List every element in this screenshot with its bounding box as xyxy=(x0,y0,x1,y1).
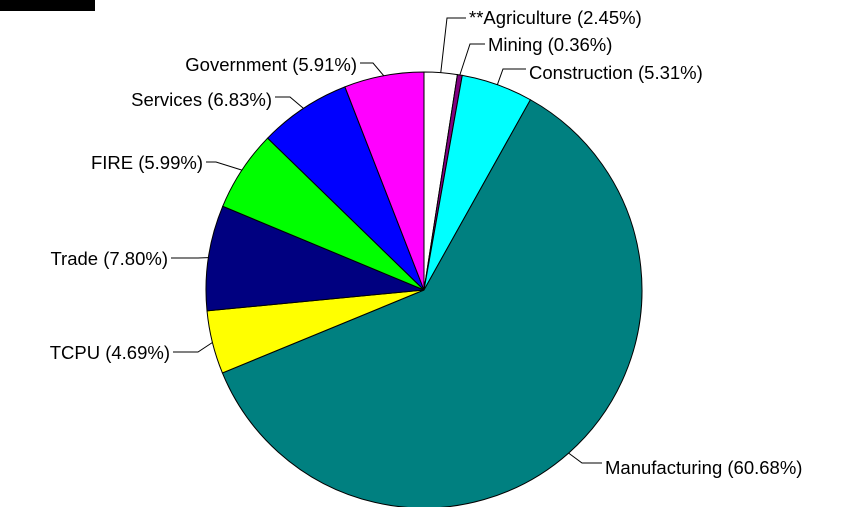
slice-label: **Agriculture (2.45%) xyxy=(469,7,642,28)
leader-line xyxy=(460,44,485,75)
leader-line xyxy=(497,69,526,85)
leader-line xyxy=(173,342,212,352)
leader-line xyxy=(441,18,466,73)
slice-label: Construction (5.31%) xyxy=(529,62,703,83)
slice-label: Mining (0.36%) xyxy=(488,34,612,55)
leader-line xyxy=(360,63,384,76)
leader-line xyxy=(275,97,303,108)
pie-slices xyxy=(206,72,642,507)
slice-label: FIRE (5.99%) xyxy=(91,152,203,173)
slice-label: TCPU (4.69%) xyxy=(50,342,170,363)
leader-line xyxy=(206,162,242,170)
slice-label: Manufacturing (60.68%) xyxy=(605,457,802,478)
slice-label: Government (5.91%) xyxy=(185,54,357,75)
slice-label: Services (6.83%) xyxy=(131,89,272,110)
slice-label: Trade (7.80%) xyxy=(50,248,168,269)
leader-line xyxy=(569,453,602,463)
